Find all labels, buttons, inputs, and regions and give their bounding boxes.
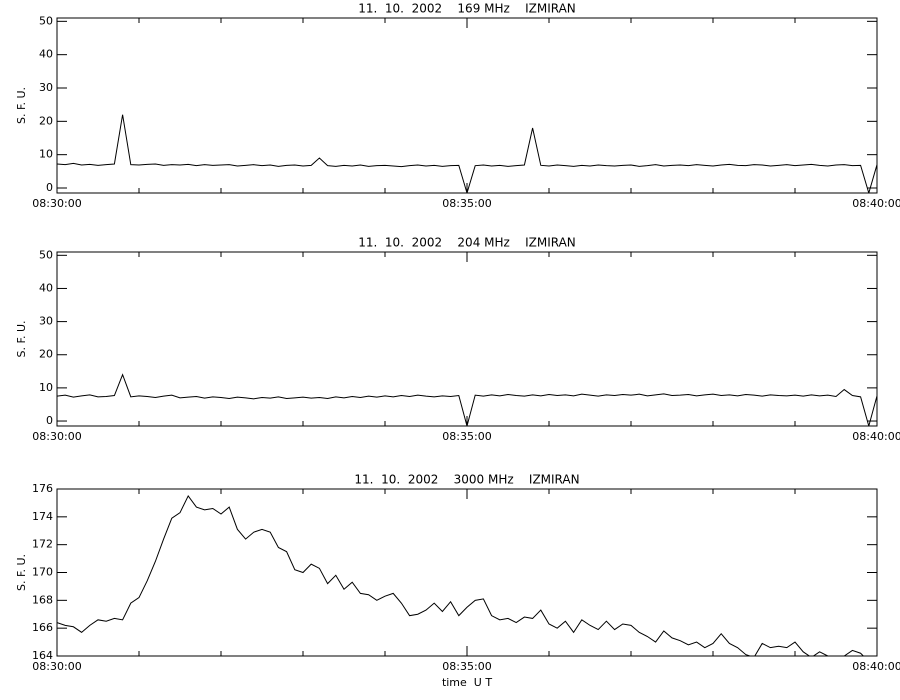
x-tick-label: 08:40:00	[852, 660, 900, 673]
y-tick-label: 50	[39, 14, 53, 27]
x-tick-label: 08:30:00	[32, 197, 81, 210]
y-axis-label: S. F. U.	[15, 320, 28, 357]
x-tick-label: 08:35:00	[442, 660, 491, 673]
plot-frame	[56, 488, 878, 657]
y-tick-label: 30	[39, 81, 53, 94]
y-tick-label: 50	[39, 248, 53, 261]
data-line	[57, 373, 877, 426]
chart-title: 11. 10. 2002 169 MHz IZMIRAN	[358, 2, 576, 16]
y-axis-label: S. F. U.	[15, 87, 28, 124]
data-line	[57, 114, 877, 193]
y-tick-label: 20	[39, 114, 53, 127]
y-tick-label: 40	[39, 281, 53, 294]
y-tick-label: 166	[32, 621, 53, 634]
x-tick-label: 08:30:00	[32, 660, 81, 673]
y-tick-label: 168	[32, 593, 53, 606]
panel: 11. 10. 2002 3000 MHz IZMIRAN S. F. U. tim…	[15, 473, 900, 690]
y-tick-label: 40	[39, 48, 53, 61]
chart-title: 11. 10. 2002 3000 MHz IZMIRAN	[354, 473, 579, 487]
y-tick-label: 20	[39, 348, 53, 361]
y-tick-label: 10	[39, 148, 53, 161]
y-tick-label: 0	[46, 181, 53, 194]
plot-frame	[56, 17, 878, 194]
chart-title: 11. 10. 2002 204 MHz IZMIRAN	[358, 236, 576, 250]
y-tick-label: 0	[46, 414, 53, 427]
y-tick-label: 174	[32, 510, 53, 523]
y-tick-label: 172	[32, 538, 53, 551]
y-axis-label: S. F. U.	[15, 554, 28, 591]
data-line	[57, 495, 865, 656]
y-tick-label: 170	[32, 566, 53, 579]
y-tick-label: 30	[39, 315, 53, 328]
x-tick-label: 08:35:00	[442, 197, 491, 210]
x-tick-label: 08:40:00	[852, 197, 900, 210]
y-tick-label: 10	[39, 381, 53, 394]
panel: 11. 10. 2002 204 MHz IZMIRAN S. F. U. 0 10 2…	[15, 236, 900, 444]
y-tick-label: 164	[32, 649, 53, 662]
x-axis-label: time U T	[442, 676, 492, 689]
x-tick-label: 08:35:00	[442, 430, 491, 443]
y-tick-label: 176	[32, 482, 53, 495]
x-tick-label: 08:30:00	[32, 430, 81, 443]
panel: 11. 10. 2002 169 MHz IZMIRAN S. F. U. 0 10 2…	[15, 2, 900, 211]
plot-frame	[56, 251, 878, 427]
x-tick-label: 08:40:00	[852, 430, 900, 443]
